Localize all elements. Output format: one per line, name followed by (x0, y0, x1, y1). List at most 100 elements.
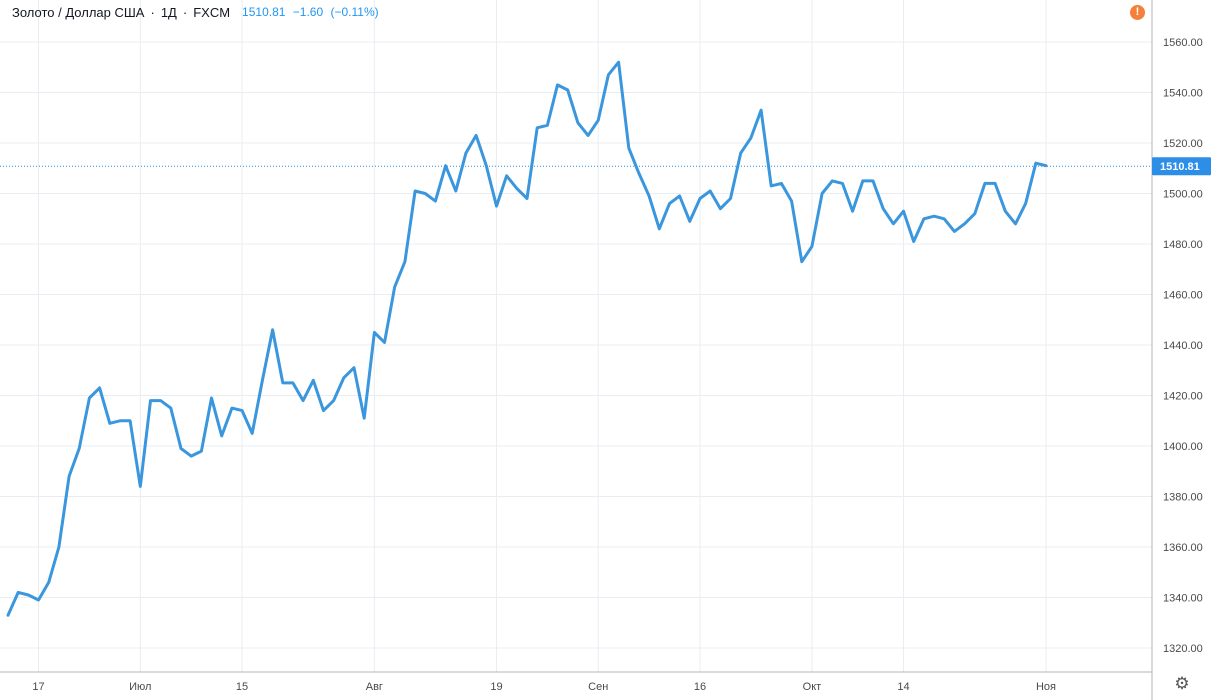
data-point (413, 189, 417, 193)
data-point (169, 406, 173, 410)
data-point (810, 245, 814, 249)
data-point (362, 416, 366, 420)
data-point (617, 60, 621, 64)
data-point (494, 204, 498, 208)
y-tick-label: 1400.00 (1163, 441, 1203, 453)
data-point (199, 449, 203, 453)
x-tick-label: Окт (803, 681, 822, 693)
data-point (606, 73, 610, 77)
y-tick-label: 1360.00 (1163, 542, 1203, 554)
data-point (1003, 209, 1007, 213)
data-point (820, 192, 824, 196)
data-point (729, 197, 733, 201)
gear-icon[interactable]: ⚙ (1174, 674, 1190, 693)
data-point (993, 181, 997, 185)
y-tick-label: 1520.00 (1163, 138, 1203, 150)
data-point (932, 214, 936, 218)
data-point (220, 434, 224, 438)
data-point (667, 202, 671, 206)
data-point (983, 181, 987, 185)
x-tick-label: 19 (490, 681, 502, 693)
data-point (454, 189, 458, 193)
data-point (189, 454, 193, 458)
data-point (800, 260, 804, 264)
data-point (902, 209, 906, 213)
y-tick-label: 1540.00 (1163, 88, 1203, 100)
separator-dot: · (150, 4, 155, 20)
data-point (963, 222, 967, 226)
x-tick-label: Авг (366, 681, 383, 693)
price-change: −1.60 (292, 5, 324, 19)
data-point (321, 409, 325, 413)
data-point (148, 399, 152, 403)
x-tick-label: 15 (236, 681, 248, 693)
data-point (545, 123, 549, 127)
data-point (281, 381, 285, 385)
x-tick-label: 17 (32, 681, 44, 693)
data-point (1024, 202, 1028, 206)
grid-lines (0, 0, 1152, 672)
data-point (973, 212, 977, 216)
y-tick-label: 1380.00 (1163, 492, 1203, 504)
data-point (383, 340, 387, 344)
data-point (159, 399, 163, 403)
data-point (1044, 164, 1048, 168)
last-price-value: 1510.81 (242, 5, 286, 19)
data-point (291, 381, 295, 385)
last-price-label: 1510.81 (1152, 157, 1211, 176)
data-point (230, 406, 234, 410)
separator-dot: · (182, 4, 188, 20)
data-point (67, 474, 71, 478)
data-point (271, 328, 275, 332)
symbol-title[interactable]: Золото / Доллар США (12, 4, 145, 20)
data-point (138, 484, 142, 488)
series-points (6, 60, 1048, 617)
data-point (627, 146, 631, 150)
data-point (1034, 161, 1038, 165)
data-point (912, 239, 916, 243)
quote-info: 1510.81 −1.60 (−0.11%) (242, 5, 383, 19)
x-tick-label: Июл (129, 681, 151, 693)
y-tick-label: 1500.00 (1163, 189, 1203, 201)
data-point (423, 192, 427, 196)
y-tick-label: 1480.00 (1163, 239, 1203, 251)
time-axis[interactable]: 17 Июл 15 Авг 19 Сен 16 Окт 14 Ноя (32, 681, 1056, 693)
data-point (851, 209, 855, 213)
data-point (647, 194, 651, 198)
data-point (352, 366, 356, 370)
data-point (637, 171, 641, 175)
data-point (16, 590, 20, 594)
data-point (657, 227, 661, 231)
interval-label[interactable]: 1Д (160, 4, 177, 20)
data-point (769, 184, 773, 188)
data-point (260, 378, 264, 382)
data-point (118, 419, 122, 423)
y-tick-label: 1340.00 (1163, 593, 1203, 605)
data-point (749, 136, 753, 140)
data-point (372, 330, 376, 334)
data-point (586, 133, 590, 137)
data-point (718, 207, 722, 211)
data-point (393, 285, 397, 289)
series-line (6, 60, 1048, 617)
data-point (332, 399, 336, 403)
data-point (525, 197, 529, 201)
data-point (98, 386, 102, 390)
alert-badge-icon[interactable]: ! (1130, 5, 1145, 20)
data-point (342, 376, 346, 380)
data-point (87, 396, 91, 400)
y-tick-label: 1460.00 (1163, 290, 1203, 302)
data-point (1013, 222, 1017, 226)
price-axis[interactable]: 1320.00 1340.00 1360.00 1380.00 1400.00 1420.… (1163, 37, 1203, 655)
data-point (464, 151, 468, 155)
data-point (444, 164, 448, 168)
x-tick-label: 16 (694, 681, 706, 693)
data-point (840, 181, 844, 185)
data-point (403, 260, 407, 264)
data-point (474, 133, 478, 137)
data-point (37, 598, 41, 602)
data-point (6, 613, 10, 617)
data-point (515, 186, 519, 190)
last-price-tag (1152, 157, 1211, 176)
